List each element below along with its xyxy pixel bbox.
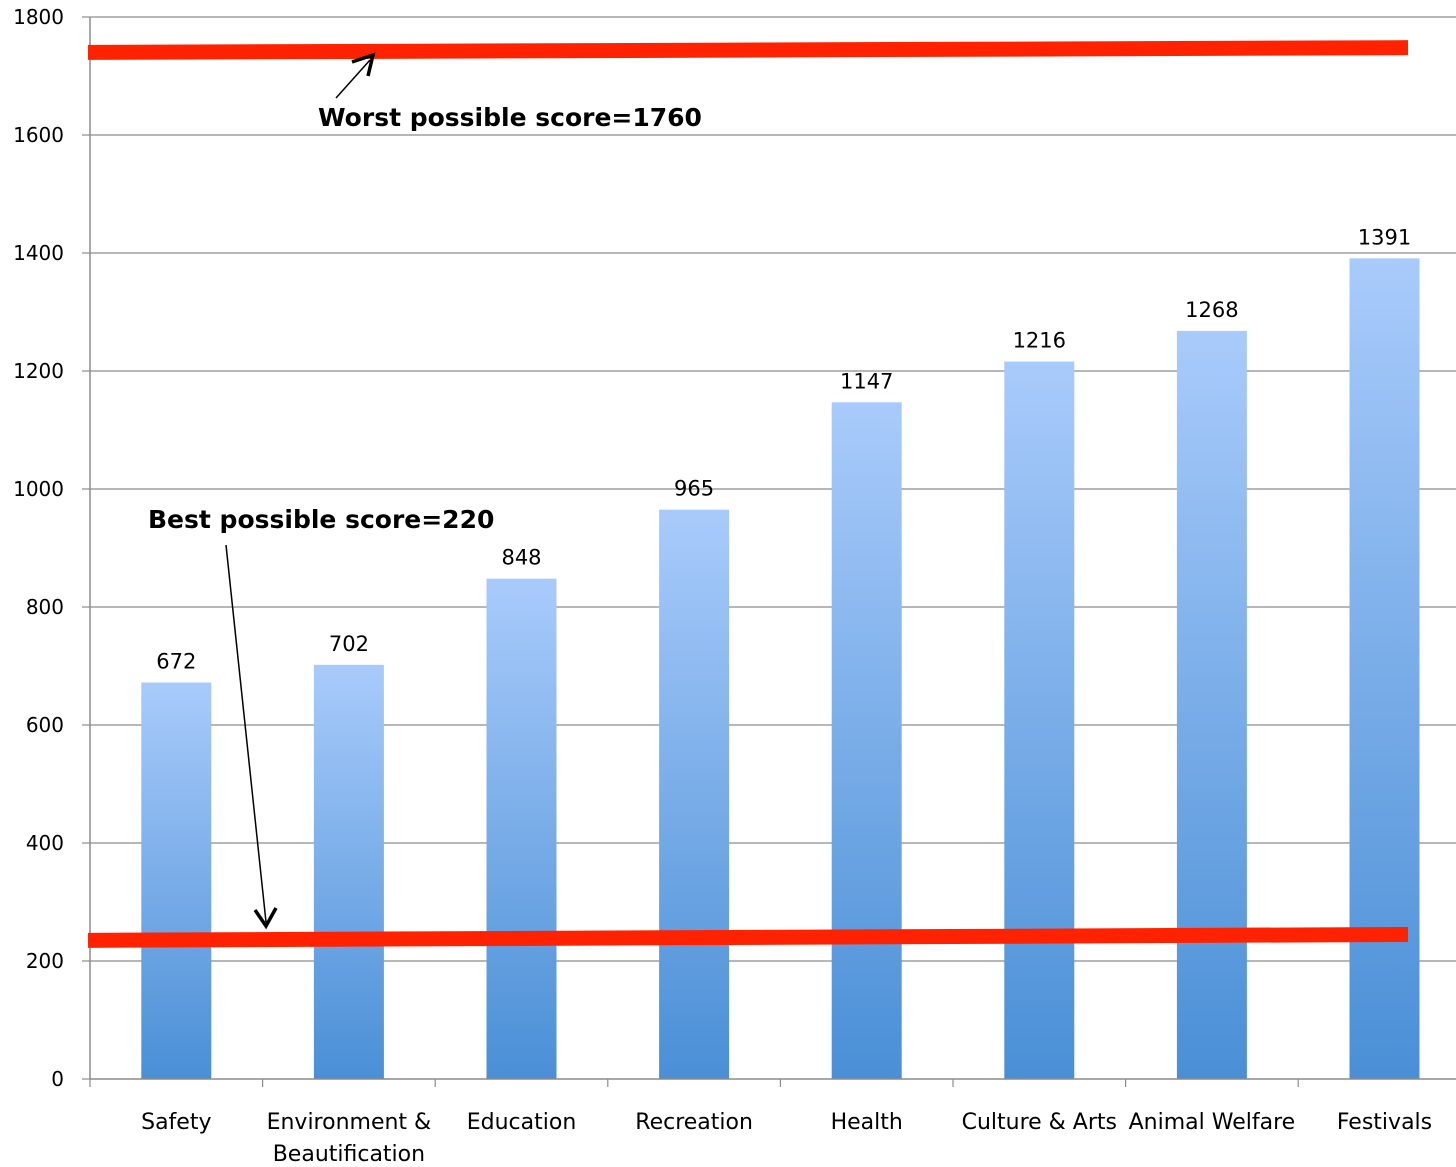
worst-arrow-shaft (335, 59, 371, 99)
grid (90, 16, 1456, 962)
y-tick-label: 1600 (13, 123, 64, 147)
category-label: Education (467, 1110, 577, 1135)
bar (313, 664, 384, 1079)
data-label: 1391 (1358, 225, 1411, 249)
data-label: 1268 (1185, 298, 1238, 322)
bar (1349, 258, 1420, 1079)
reference-lines (87, 40, 1409, 948)
category-label: Recreation (635, 1110, 753, 1135)
bar (1004, 361, 1075, 1079)
worst-score-line (87, 40, 1409, 60)
bar (141, 682, 212, 1079)
category-label: Environment & (267, 1110, 432, 1135)
y-tick-label: 1800 (13, 5, 64, 29)
category-label: Festivals (1337, 1110, 1432, 1135)
y-tick-label: 1000 (13, 477, 64, 501)
data-label: 965 (674, 477, 714, 501)
bars (141, 258, 1420, 1079)
category-label: Culture & Arts (962, 1110, 1117, 1135)
y-tick-label: 0 (51, 1067, 64, 1091)
y-tick-label: 600 (26, 713, 64, 737)
category-label: Animal Welfare (1129, 1110, 1296, 1135)
bar (486, 578, 557, 1079)
annotations: Worst possible score=1760 Best possible s… (148, 52, 702, 930)
labels: 672 Safety 702 Environment & Beautification 8… (141, 225, 1432, 1167)
category-label: Health (831, 1110, 903, 1135)
best-arrow-head-icon (253, 907, 278, 930)
bar (1176, 330, 1247, 1079)
y-tick-label: 1200 (13, 359, 64, 383)
worst-score-annotation: Worst possible score=1760 (318, 103, 702, 132)
y-tick-label: 400 (26, 831, 64, 855)
category-label: Beautification (273, 1142, 425, 1167)
bar (659, 509, 730, 1079)
best-arrow-shaft (225, 544, 267, 923)
data-label: 1147 (840, 369, 893, 393)
data-label: 1216 (1013, 329, 1066, 353)
data-label: 848 (501, 546, 541, 570)
data-label: 702 (329, 632, 369, 656)
y-tick-label: 1400 (13, 241, 64, 265)
y-tick-label: 200 (26, 949, 64, 973)
bar (831, 402, 902, 1079)
best-score-annotation: Best possible score=220 (148, 505, 494, 534)
category-label: Safety (141, 1110, 211, 1135)
best-score-line (87, 926, 1409, 948)
y-tick-label: 800 (26, 595, 64, 619)
data-label: 672 (156, 650, 196, 674)
axes: 0 200 400 600 800 1000 1200 1400 1600 1800 (13, 5, 1456, 1091)
worst-arrow-head-icon (351, 52, 376, 77)
